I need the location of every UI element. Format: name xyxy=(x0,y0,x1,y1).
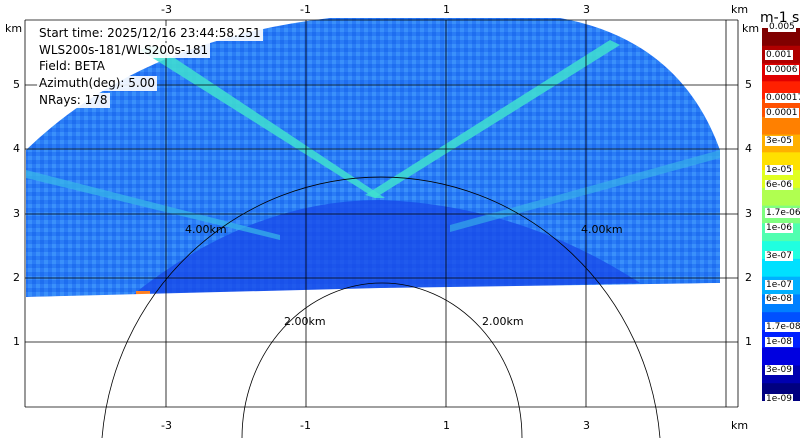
colorbar-swatch xyxy=(762,187,800,207)
range-rings xyxy=(101,176,661,438)
y-tick-left: 4 xyxy=(13,142,20,155)
x-tick-bottom: -3 xyxy=(161,419,172,432)
x-unit-bottom: km xyxy=(731,419,749,432)
nrays: NRays: 178 xyxy=(37,93,110,108)
x-tick-bottom: -1 xyxy=(300,419,311,432)
hot-spot xyxy=(136,291,150,297)
y-tick-right: 3 xyxy=(745,207,752,220)
near-field-region xyxy=(130,200,640,297)
x-tick-top: -1 xyxy=(300,3,311,16)
colorbar-swatch xyxy=(762,28,800,47)
colorbar-label: 0.0001 xyxy=(765,108,799,118)
colorbar-label: 1e-09 xyxy=(765,394,793,404)
start-time: Start time: 2025/12/16 23:44:58.251 xyxy=(37,26,263,41)
colorbar-label: 1.7e-08 xyxy=(765,322,800,332)
colorbar-label: 1e-08 xyxy=(765,337,793,347)
colorbar-label: 1e-05 xyxy=(765,165,793,175)
x-tick-bottom: 1 xyxy=(443,419,450,432)
y-tick-left: 2 xyxy=(13,271,20,284)
colorbar-swatch xyxy=(762,258,800,278)
ring-4km xyxy=(101,176,661,438)
y-unit-left: km xyxy=(5,22,23,35)
colorbar-label: 6e-06 xyxy=(765,180,793,190)
aerosol-layer-left xyxy=(140,45,385,198)
colorbar-label: 0.005 xyxy=(768,22,796,32)
ring-label-inner-left: 2.00km xyxy=(284,315,326,328)
x-tick-top: -3 xyxy=(161,3,172,16)
unscanned-area xyxy=(26,283,720,410)
colorbar-label: 1e-07 xyxy=(765,280,793,290)
aerosol-layer-right xyxy=(365,40,620,198)
y-tick-left: 1 xyxy=(13,335,20,348)
aerosol-band-right xyxy=(450,150,720,232)
colorbar-label: 0.001 xyxy=(765,50,793,60)
field-name: Field: BETA xyxy=(37,59,107,74)
x-tick-top: 1 xyxy=(443,3,450,16)
y-tick-left: 3 xyxy=(13,207,20,220)
colorbar-label: 1.7e-06 xyxy=(765,208,800,218)
colorbar-label: 1e-06 xyxy=(765,223,793,233)
y-unit-right: km xyxy=(742,22,760,35)
instrument-name: WLS200s-181/WLS200s-181 xyxy=(37,43,211,58)
colorbar-label: 3e-07 xyxy=(765,251,793,261)
x-tick-top: 3 xyxy=(583,3,590,16)
y-tick-right: 4 xyxy=(745,142,752,155)
grid xyxy=(24,19,739,408)
x-unit-top: km xyxy=(731,3,749,16)
colorbar-label: 6e-08 xyxy=(765,294,793,304)
colorbar-label: 3e-09 xyxy=(765,365,793,375)
ring-label-outer-right: 4.00km xyxy=(581,223,623,236)
colorbar-swatch xyxy=(762,347,800,366)
colorbar-swatch xyxy=(762,116,800,136)
x-tick-bottom: 3 xyxy=(583,419,590,432)
y-tick-right: 2 xyxy=(745,271,752,284)
ring-label-inner-right: 2.00km xyxy=(482,315,524,328)
ring-2km xyxy=(241,282,523,438)
colorbar-label: 3e-05 xyxy=(765,136,793,146)
y-tick-right: 5 xyxy=(745,78,752,91)
y-tick-left: 5 xyxy=(13,78,20,91)
y-tick-right: 1 xyxy=(745,335,752,348)
ring-label-outer-left: 4.00km xyxy=(185,223,227,236)
azimuth: Azimuth(deg): 5.00 xyxy=(37,76,158,91)
aerosol-band-left xyxy=(26,170,280,240)
colorbar-label: 0.0006 xyxy=(765,65,799,75)
colorbar-label: 0.00017 xyxy=(765,93,800,103)
